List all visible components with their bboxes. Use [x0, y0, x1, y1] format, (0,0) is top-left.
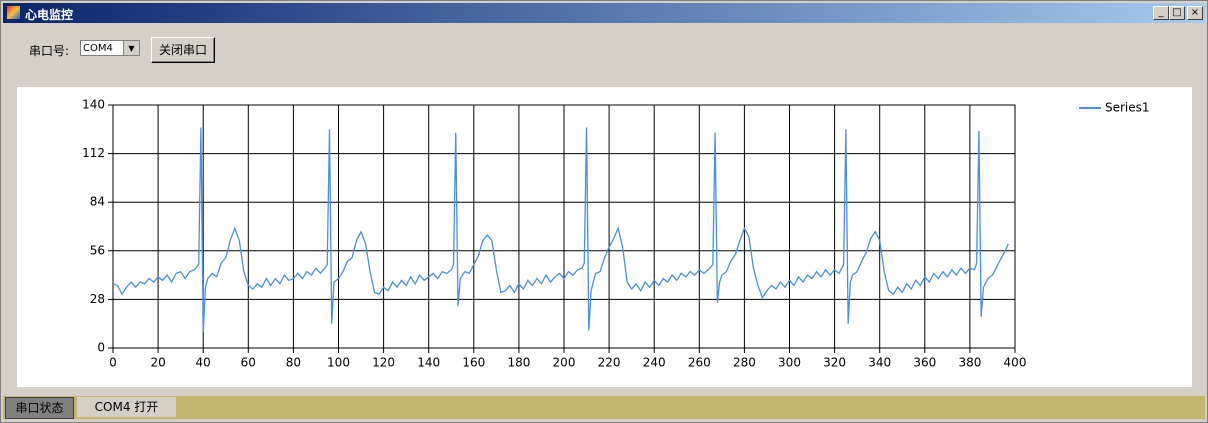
status-bar: 串口状态 COM4 打开: [3, 396, 1205, 419]
y-tick-label: 112: [82, 146, 105, 160]
x-tick-label: 80: [286, 356, 301, 370]
close-button[interactable]: ×: [1187, 6, 1203, 20]
plot-border: [112, 104, 1016, 349]
status-label: 串口状态: [5, 397, 74, 419]
x-tick-label: 120: [372, 356, 395, 370]
title-bar: 心电监控 _ □ ×: [3, 3, 1205, 23]
y-tick-label: 56: [90, 243, 105, 257]
x-tick-label: 40: [196, 356, 211, 370]
x-tick-label: 160: [462, 356, 485, 370]
x-tick-label: 340: [868, 356, 891, 370]
x-tick-label: 200: [553, 356, 576, 370]
maximize-button[interactable]: □: [1169, 6, 1185, 20]
status-value: COM4 打开: [77, 397, 176, 417]
close-port-button[interactable]: 关闭串口: [151, 37, 215, 63]
y-tick-label: 84: [90, 195, 105, 209]
legend-label: Series1: [1105, 101, 1150, 115]
y-tick-label: 28: [90, 292, 105, 306]
minimize-button[interactable]: _: [1153, 6, 1169, 20]
y-tick-label: 0: [97, 341, 105, 355]
y-tick-label: 140: [82, 98, 105, 112]
x-tick-label: 240: [643, 356, 666, 370]
x-tick-label: 60: [241, 356, 256, 370]
chart-panel: 0 28 56 84 112 140 0 20 40 60 80 100 120 140 160 180 200…: [17, 87, 1192, 387]
app-icon: [7, 6, 20, 19]
chart: 0 28 56 84 112 140 0 20 40 60 80 100 120 140 160 180 200…: [82, 98, 1150, 370]
x-tick-label: 20: [150, 356, 165, 370]
x-tick-label: 360: [913, 356, 936, 370]
x-tick-label: 400: [1004, 356, 1027, 370]
x-tick-label: 220: [598, 356, 621, 370]
x-tick-label: 380: [958, 356, 981, 370]
dropdown-arrow[interactable]: ▼: [123, 41, 139, 55]
x-tick-label: 300: [778, 356, 801, 370]
x-tick-label: 0: [109, 356, 117, 370]
x-tick-label: 180: [507, 356, 530, 370]
port-label: 串口号:: [29, 44, 70, 58]
x-tick-label: 140: [417, 356, 440, 370]
x-tick-label: 260: [688, 356, 711, 370]
port-select[interactable]: COM4 ▼: [80, 40, 140, 56]
port-value: COM4: [83, 43, 113, 54]
window-title: 心电监控: [25, 8, 74, 22]
x-tick-label: 320: [823, 356, 846, 370]
series-line: [112, 127, 1009, 333]
x-tick-label: 100: [327, 356, 350, 370]
x-tick-label: 280: [733, 356, 756, 370]
